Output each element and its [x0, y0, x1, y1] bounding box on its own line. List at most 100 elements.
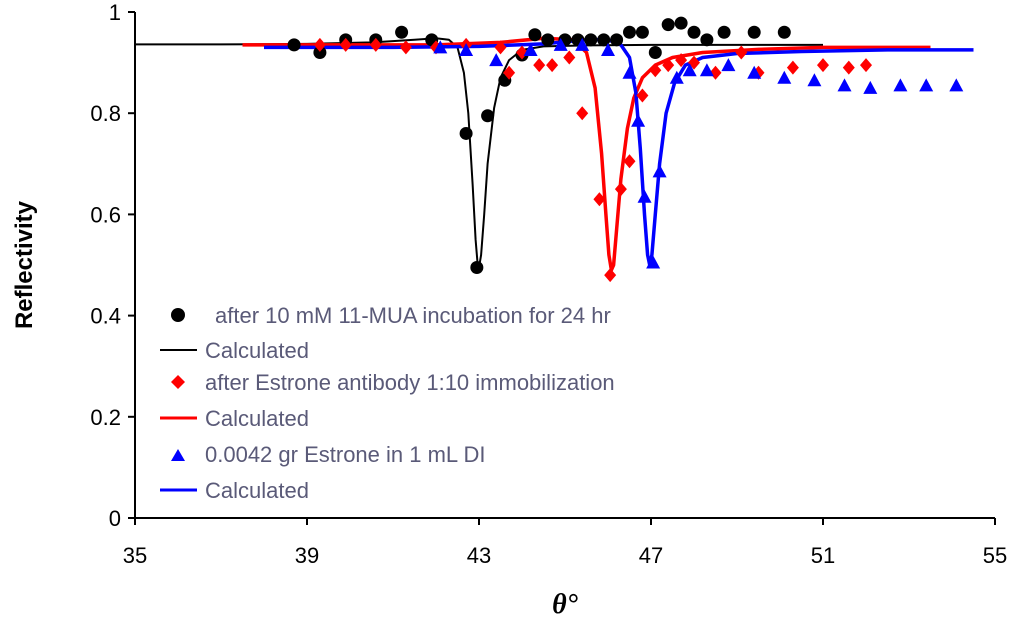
- legend-entry-estrone-points: 0.0042 gr Estrone in 1 mL DI: [171, 442, 485, 467]
- mua-data-point: [661, 18, 675, 32]
- legend-entry-mua-points: after 10 mM 11-MUA incubation for 24 hr: [171, 303, 611, 328]
- estrone-data-point: [601, 42, 615, 56]
- estrone-data-point: [631, 113, 646, 127]
- estrone-data-point: [669, 70, 684, 84]
- y-tick-label: 0.8: [90, 101, 121, 126]
- mua-data-point: [623, 25, 636, 39]
- x-axis-label: θ°: [552, 589, 578, 620]
- estrone-data-point: [747, 65, 762, 79]
- legend-marker-triangle: [171, 449, 185, 461]
- mua-data-point: [597, 33, 611, 47]
- estrone-data-point: [489, 53, 504, 67]
- mua-data-point: [635, 25, 649, 39]
- mua-data-point: [700, 33, 714, 47]
- antibody-data-point: [533, 58, 546, 73]
- x-tick-label: 51: [811, 543, 835, 568]
- y-tick-label: 0: [109, 506, 121, 531]
- estrone-data-point: [575, 37, 590, 51]
- mua-data-point: [287, 38, 301, 52]
- antibody-calculated-line: [242, 36, 931, 272]
- mua-data-point: [674, 16, 688, 30]
- antibody-data-point: [786, 60, 799, 75]
- antibody-data-point: [649, 63, 662, 78]
- ticks: 0 0.2 0.4 0.6 0.8 1 35 39 43 47 51 55: [90, 0, 1007, 568]
- antibody-data-point: [516, 45, 528, 60]
- mua-data-point: [313, 45, 327, 59]
- estrone-data-point: [721, 58, 736, 72]
- antibody-data-point: [860, 58, 872, 73]
- legend-label: Calculated: [205, 478, 309, 503]
- estrone-data-point: [863, 80, 878, 94]
- antibody-data-point: [494, 40, 507, 55]
- antibody-data-point: [339, 37, 352, 52]
- legend-marker-circle: [171, 308, 185, 322]
- legend-marker-diamond: [171, 375, 185, 389]
- legend-label: 0.0042 gr Estrone in 1 mL DI: [205, 442, 485, 467]
- legend-entry-mua-calculated: Calculated: [160, 338, 309, 363]
- x-tick-label: 55: [983, 543, 1007, 568]
- x-tick-label: 43: [467, 543, 491, 568]
- antibody-data-point: [604, 268, 617, 283]
- estrone-calculated-line: [264, 38, 974, 267]
- estrone-data-point: [837, 78, 852, 92]
- legend-label: Calculated: [205, 338, 309, 363]
- legend-entry-antibody-points: after Estrone antibody 1:10 immobilizati…: [171, 370, 615, 395]
- antibody-data-point: [369, 37, 382, 52]
- mua-data-point: [648, 45, 662, 59]
- y-tick-label: 1: [109, 0, 121, 25]
- y-axis-label: Reflectivity: [11, 200, 38, 329]
- antibody-data-point: [614, 182, 627, 197]
- estrone-data-point: [553, 37, 568, 51]
- antibody-data-point: [636, 88, 649, 103]
- mua-data-point: [610, 33, 624, 47]
- antibody-data-point: [817, 58, 829, 73]
- estrone-data-point: [433, 40, 448, 54]
- antibody-data-point: [576, 106, 589, 121]
- mua-data-point: [459, 126, 473, 140]
- estrone-data-point: [893, 78, 908, 92]
- mua-data-point: [541, 33, 555, 47]
- legend: after 10 mM 11-MUA incubation for 24 hr …: [160, 303, 615, 503]
- legend-label: Calculated: [205, 406, 309, 431]
- x-tick-label: 39: [295, 543, 319, 568]
- estrone-data-point: [949, 78, 964, 92]
- mua-data-point: [717, 25, 731, 39]
- estrone-data-point: [637, 189, 652, 203]
- axes: [134, 12, 995, 519]
- mua-data-point: [584, 33, 598, 47]
- estrone-data-point: [622, 65, 637, 79]
- antibody-data-point: [623, 154, 636, 169]
- mua-data-point: [470, 261, 484, 275]
- legend-entry-estrone-calculated: Calculated: [160, 478, 309, 503]
- x-tick-label: 35: [123, 543, 147, 568]
- antibody-data-point: [675, 53, 688, 68]
- mua-data-point: [747, 25, 761, 39]
- estrone-data-point: [523, 42, 538, 56]
- antibody-data-point: [313, 37, 326, 52]
- antibody-data-point: [546, 58, 559, 73]
- antibody-data-point: [662, 58, 675, 73]
- antibody-data-point: [842, 60, 855, 75]
- estrone-data-point: [777, 70, 792, 84]
- antibody-data-point: [735, 45, 748, 60]
- antibody-data-point: [503, 65, 516, 80]
- estrone-data-point: [682, 63, 697, 77]
- estrone-data-point: [646, 255, 661, 269]
- estrone-data-point: [699, 63, 714, 77]
- antibody-data-point: [399, 40, 412, 55]
- mua-data-point: [528, 28, 542, 42]
- mua-data-point: [777, 25, 791, 39]
- estrone-data-point: [459, 42, 474, 56]
- legend-label: after 10 mM 11-MUA incubation for 24 hr: [215, 303, 611, 328]
- mua-data-point: [687, 25, 701, 39]
- legend-label: after Estrone antibody 1:10 immobilizati…: [205, 370, 615, 395]
- antibody-data-point: [563, 50, 576, 65]
- y-tick-label: 0.6: [90, 202, 121, 227]
- measured-points: [287, 16, 964, 283]
- mua-data-point: [395, 25, 409, 39]
- estrone-data-point: [919, 78, 934, 92]
- antibody-data-point: [709, 65, 722, 80]
- x-tick-label: 47: [639, 543, 663, 568]
- mua-data-point: [481, 109, 495, 123]
